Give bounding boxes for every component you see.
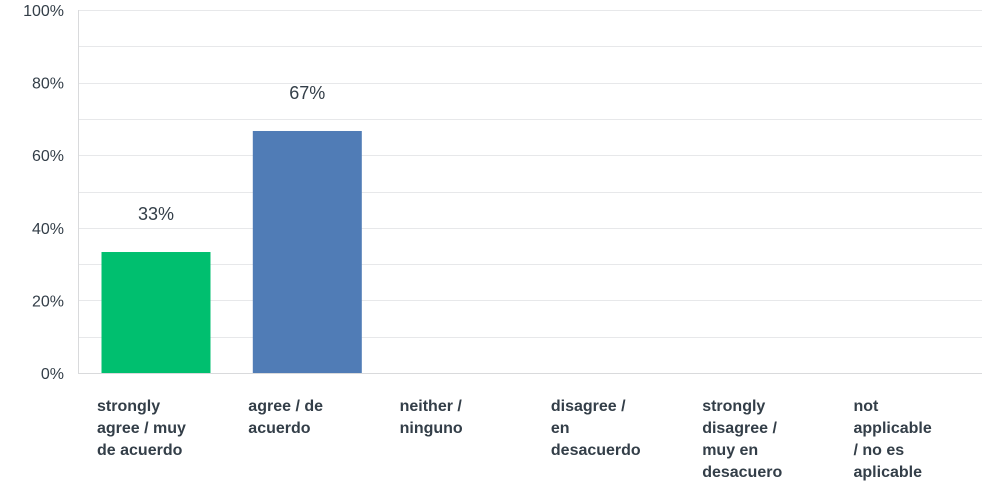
x-tick-label: not applicable / no es aplicable [853,398,932,481]
y-tick-label: 0% [41,366,64,383]
y-tick-label: 100% [23,3,64,20]
x-tick-label: disagree / en desacuerdo [550,398,641,459]
y-tick-label: 60% [32,148,64,165]
x-tick-label: strongly agree / muy de acuerdo [97,398,186,459]
bar [101,252,211,373]
data-label: 33% [138,204,174,224]
x-tick-label: agree / de acuerdo [248,398,323,437]
y-tick-label: 80% [32,76,64,93]
y-tick-label: 20% [32,293,64,310]
data-label: 67% [289,83,325,103]
y-tick-label: 40% [32,221,64,238]
bar [252,130,362,373]
x-tick-label: neither / ninguno [399,398,463,437]
x-tick-label: strongly disagree / muy en desacuero [702,398,783,481]
